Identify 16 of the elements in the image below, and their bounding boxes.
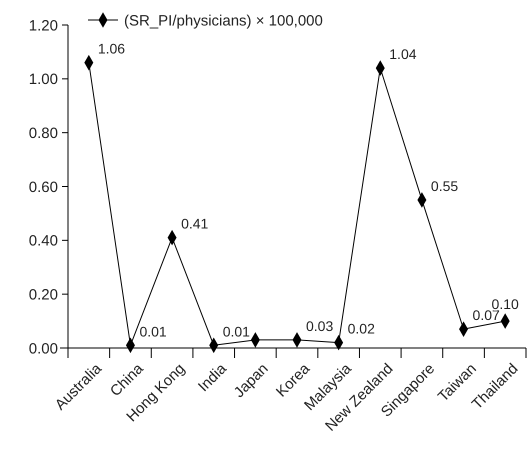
y-tick-label: 1.20 [28,17,58,34]
data-label: 0.41 [181,216,209,232]
y-tick-label: 0.60 [28,178,58,196]
data-label: 0.02 [348,320,376,337]
data-label: 0.55 [430,178,458,194]
data-label: 0.01 [222,323,250,340]
y-tick-label: 0.20 [28,286,58,304]
data-label: 0.01 [139,323,167,340]
y-tick-label: 0.80 [28,124,58,142]
data-label: 1.06 [98,40,126,57]
y-tick-label: 1.00 [28,71,58,88]
data-label: 0.03 [306,318,334,334]
y-tick-label: 0.00 [28,340,58,358]
data-label: 1.04 [389,46,417,62]
legend-label: (SR_PI/physicians) × 100,000 [124,12,323,30]
y-tick-label: 0.40 [28,232,58,250]
